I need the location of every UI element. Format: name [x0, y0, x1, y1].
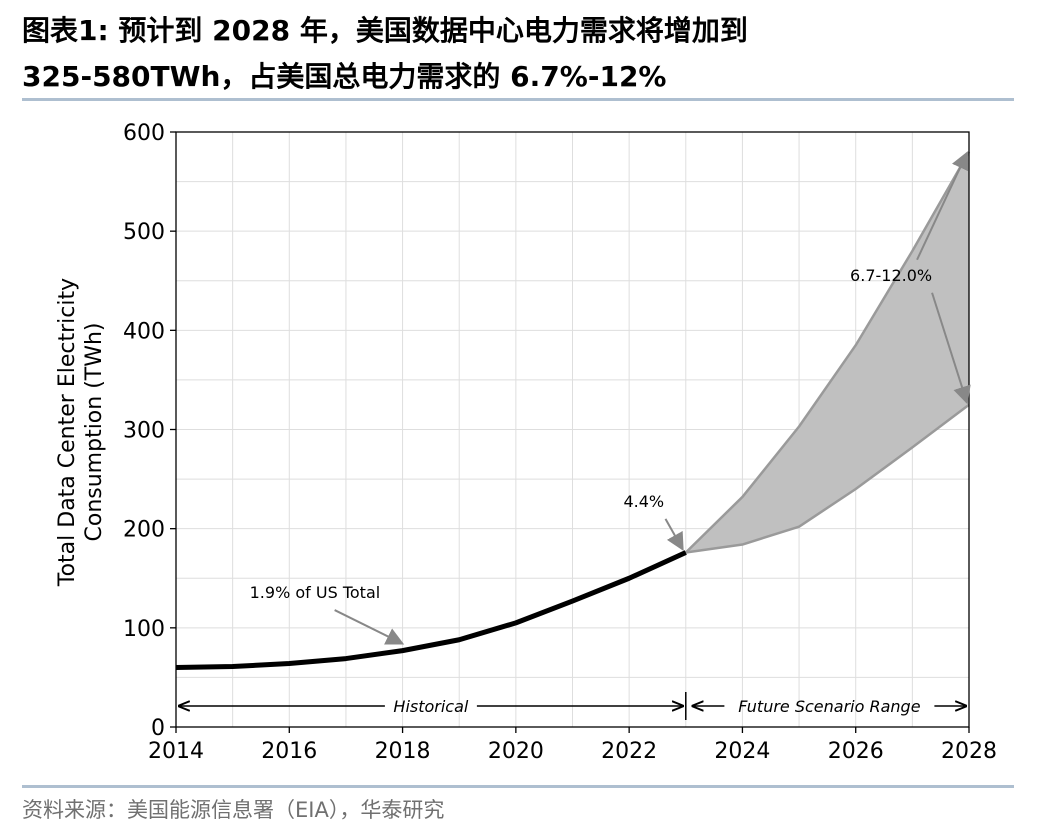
y-tick-label: 400 — [123, 319, 165, 344]
y-tick-label: 600 — [123, 121, 165, 146]
range-upper-line — [684, 151, 971, 554]
future-range-band — [685, 151, 969, 553]
annotation-arrow — [916, 151, 969, 261]
period-spans: Historical Future Scenario Range — [179, 692, 966, 720]
y-axis-label-line-1: Total Data Center Electricity — [55, 278, 80, 587]
x-tick-label: 2018 — [375, 739, 431, 764]
x-tick-label: 2028 — [941, 739, 997, 764]
y-tick-label: 200 — [123, 518, 165, 543]
title-divider — [22, 98, 1014, 101]
grid-lines — [175, 131, 970, 728]
annotation-arrow — [931, 292, 971, 405]
x-tick-label: 2026 — [828, 739, 884, 764]
annotations: 1.9% of US Total 4.4% 6.7-12.0% — [250, 151, 971, 645]
x-tick-label: 2020 — [488, 739, 544, 764]
x-tick-label: 2022 — [601, 739, 657, 764]
historical-line — [175, 550, 687, 670]
annotation-arrow — [334, 609, 405, 645]
annotation-label: 1.9% of US Total — [250, 583, 381, 602]
y-axis-ticks: 0 100 200 300 400 500 600 — [123, 121, 176, 741]
span-label: Historical — [393, 697, 469, 716]
y-tick-label: 300 — [123, 419, 165, 444]
annotation-arrow — [664, 518, 684, 552]
chart: 2014 2016 2018 2020 2022 2024 2026 2028 0 100 200… — [55, 121, 997, 764]
y-tick-label: 0 — [151, 716, 165, 741]
figure-title: 图表1: 预计到 2028 年，美国数据中心电力需求将增加到 325-580TW… — [22, 8, 1022, 100]
y-axis-label-line-2: Consumption (TWh) — [82, 322, 107, 541]
source-note: 资料来源：美国能源信息署（EIA），华泰研究 — [22, 798, 445, 822]
range-lower-line — [685, 403, 970, 554]
x-tick-label: 2016 — [261, 739, 317, 764]
x-tick-label: 2014 — [148, 739, 204, 764]
annotation-label: 4.4% — [623, 492, 664, 511]
x-axis-ticks: 2014 2016 2018 2020 2022 2024 2026 2028 — [148, 727, 997, 764]
y-tick-label: 500 — [123, 220, 165, 245]
y-tick-label: 100 — [123, 617, 165, 642]
annotation-label: 6.7-12.0% — [850, 266, 932, 285]
span-label: Future Scenario Range — [738, 697, 920, 716]
figure-title-line-2: 325-580TWh，占美国总电力需求的 6.7%-12% — [22, 60, 667, 93]
footer-divider — [22, 785, 1014, 788]
x-tick-label: 2024 — [714, 739, 770, 764]
figure-title-line-1: 图表1: 预计到 2028 年，美国数据中心电力需求将增加到 — [22, 14, 748, 47]
